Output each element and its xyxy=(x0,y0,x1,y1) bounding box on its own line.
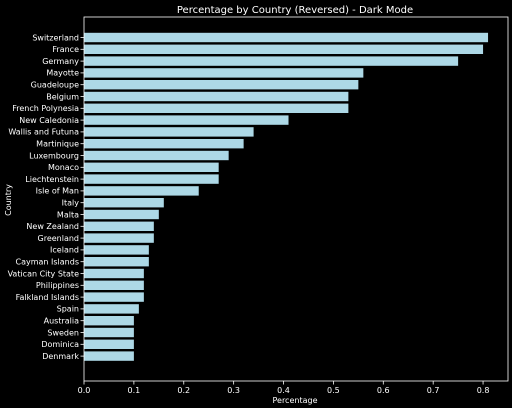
y-tick-label: Philippines xyxy=(36,281,79,290)
x-tick-label: 0.8 xyxy=(477,386,490,395)
y-tick-label: Guadeloupe xyxy=(31,81,79,90)
chart-title: Percentage by Country (Reversed) - Dark … xyxy=(177,5,413,16)
y-tick-label: Mayotte xyxy=(46,69,79,78)
x-tick-label: 0.4 xyxy=(277,386,290,395)
y-tick-label: Isle of Man xyxy=(36,187,79,196)
bar xyxy=(84,280,144,290)
y-tick-label: Monaco xyxy=(48,163,79,172)
bar xyxy=(84,221,154,231)
y-tick-label: Wallis and Futuna xyxy=(8,128,79,137)
y-tick-label: Switzerland xyxy=(32,33,79,42)
x-tick-label: 0.0 xyxy=(78,386,91,395)
y-tick-label: Martinique xyxy=(36,140,79,149)
bar xyxy=(84,162,219,172)
y-axis-label: Country xyxy=(4,184,13,216)
y-tick-label: Spain xyxy=(57,305,79,314)
y-tick-label: New Caledonia xyxy=(19,116,79,125)
x-tick-label: 0.3 xyxy=(227,386,240,395)
x-axis-label: Percentage xyxy=(272,396,317,405)
bar xyxy=(84,351,134,361)
y-tick-label: Luxembourg xyxy=(29,151,79,160)
bar xyxy=(84,174,219,184)
bar xyxy=(84,32,489,43)
bar xyxy=(84,127,254,137)
x-tick-label: 0.1 xyxy=(128,386,141,395)
bar xyxy=(84,233,154,243)
y-tick-label: Iceland xyxy=(50,246,79,255)
y-tick-label: Liechtenstein xyxy=(25,175,79,184)
y-tick-label: Australia xyxy=(44,317,79,326)
bar xyxy=(84,316,134,326)
x-tick-label: 0.7 xyxy=(427,386,440,395)
x-ticks: 0.0 0.1 0.2 0.3 0.4 0.5 0.6 0.7 0.8 xyxy=(78,381,490,395)
bar xyxy=(84,150,229,161)
bar xyxy=(84,327,134,338)
bar xyxy=(84,44,484,54)
bar xyxy=(84,339,134,349)
y-tick-label: Italy xyxy=(62,199,80,208)
bar xyxy=(84,209,159,220)
plot-frame xyxy=(83,16,509,382)
bar xyxy=(84,304,139,314)
y-tick-label: Malta xyxy=(57,210,79,219)
y-tick-label: Falkland Islands xyxy=(16,293,79,302)
bar xyxy=(84,198,164,208)
x-tick-label: 0.2 xyxy=(177,386,190,395)
x-tick-label: 0.5 xyxy=(327,386,340,395)
bar xyxy=(84,245,149,255)
bar xyxy=(84,257,149,267)
bars xyxy=(84,32,489,361)
y-tick-label: Greenland xyxy=(38,234,80,243)
bar xyxy=(84,186,199,196)
bar xyxy=(84,91,349,102)
bar xyxy=(84,139,244,149)
y-tick-label: Vatican City State xyxy=(8,269,80,278)
y-tick-label: Dominica xyxy=(41,340,79,349)
bar xyxy=(84,292,144,302)
bar xyxy=(84,115,289,125)
y-tick-labels: Switzerland France Germany Mayotte Guadeloup… xyxy=(8,33,84,361)
y-tick-label: France xyxy=(52,45,79,54)
y-tick-label: French Polynesia xyxy=(12,104,79,113)
y-tick-label: Cayman Islands xyxy=(16,258,80,267)
bar xyxy=(84,103,349,113)
bar xyxy=(84,80,359,90)
y-tick-label: Belgium xyxy=(46,92,79,101)
bar xyxy=(84,56,459,66)
y-tick-label: New Zealand xyxy=(26,222,79,231)
y-tick-label: Denmark xyxy=(42,352,79,361)
y-tick-label: Sweden xyxy=(47,328,79,337)
x-tick-label: 0.6 xyxy=(377,386,390,395)
bar xyxy=(84,68,364,78)
bar xyxy=(84,268,144,279)
y-tick-label: Germany xyxy=(42,57,79,66)
